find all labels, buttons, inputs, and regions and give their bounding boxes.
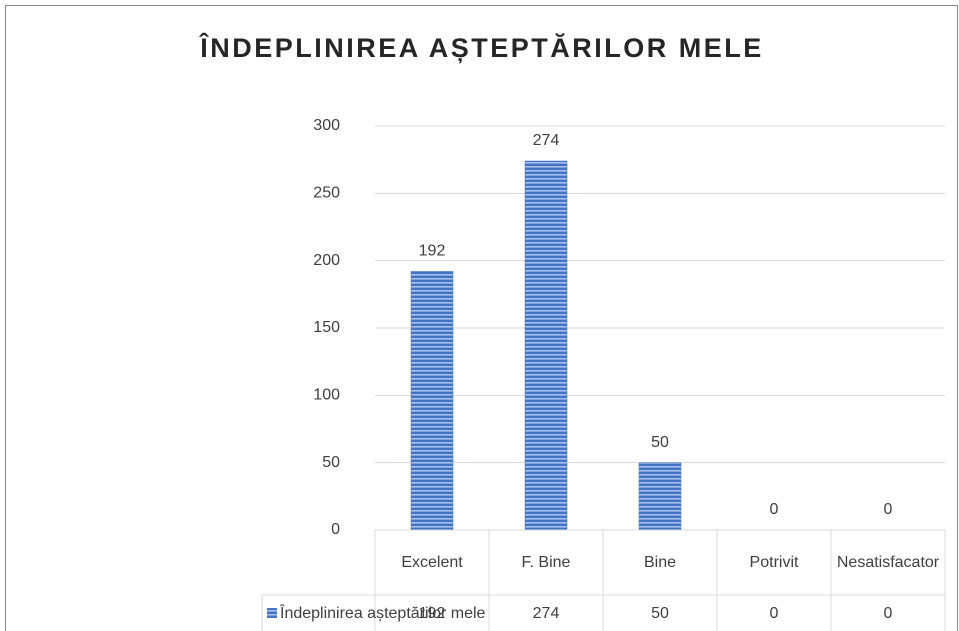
x-tick-label: Bine [643, 553, 677, 571]
x-tick-label-box: Excelent [401, 553, 463, 571]
x-tick-label: F. Bine [521, 553, 571, 571]
bar [410, 271, 454, 531]
bar [524, 160, 568, 531]
data-label: 192 [419, 243, 446, 260]
legend-label: Îndeplinirea așteptărilor mele [279, 603, 486, 622]
data-label: 50 [651, 434, 669, 451]
x-tick-label: Nesatisfacator [836, 553, 940, 571]
chart-title: ÎNDEPLINIREA AȘTEPTĂRILOR MELE [198, 32, 764, 63]
y-tick-label: 300 [313, 117, 340, 134]
table-value: 0 [884, 605, 893, 622]
y-tick-label: 0 [331, 521, 340, 538]
chart-border [5, 5, 958, 631]
table-value: 0 [770, 605, 779, 622]
y-tick-label: 50 [322, 454, 340, 471]
x-tick-label-box: F. Bine [521, 553, 571, 571]
x-tick-label-box: Potrivit [749, 553, 799, 571]
data-label: 0 [770, 501, 779, 518]
data-label: 274 [533, 132, 560, 149]
bar [638, 462, 682, 531]
y-tick-label: 100 [313, 387, 340, 404]
y-tick-label: 150 [313, 319, 340, 336]
table-value: 192 [419, 605, 446, 622]
table-value: 50 [651, 605, 669, 622]
y-tick-label: 200 [313, 252, 340, 269]
x-tick-label: Potrivit [749, 553, 799, 571]
data-label: 0 [884, 501, 893, 518]
y-tick-label: 250 [313, 185, 340, 202]
legend-swatch [267, 608, 277, 618]
x-tick-label-box: Nesatisfacator [836, 553, 940, 571]
x-tick-label: Excelent [401, 553, 463, 571]
x-tick-label-box: Bine [643, 553, 677, 571]
table-value: 274 [533, 605, 560, 622]
